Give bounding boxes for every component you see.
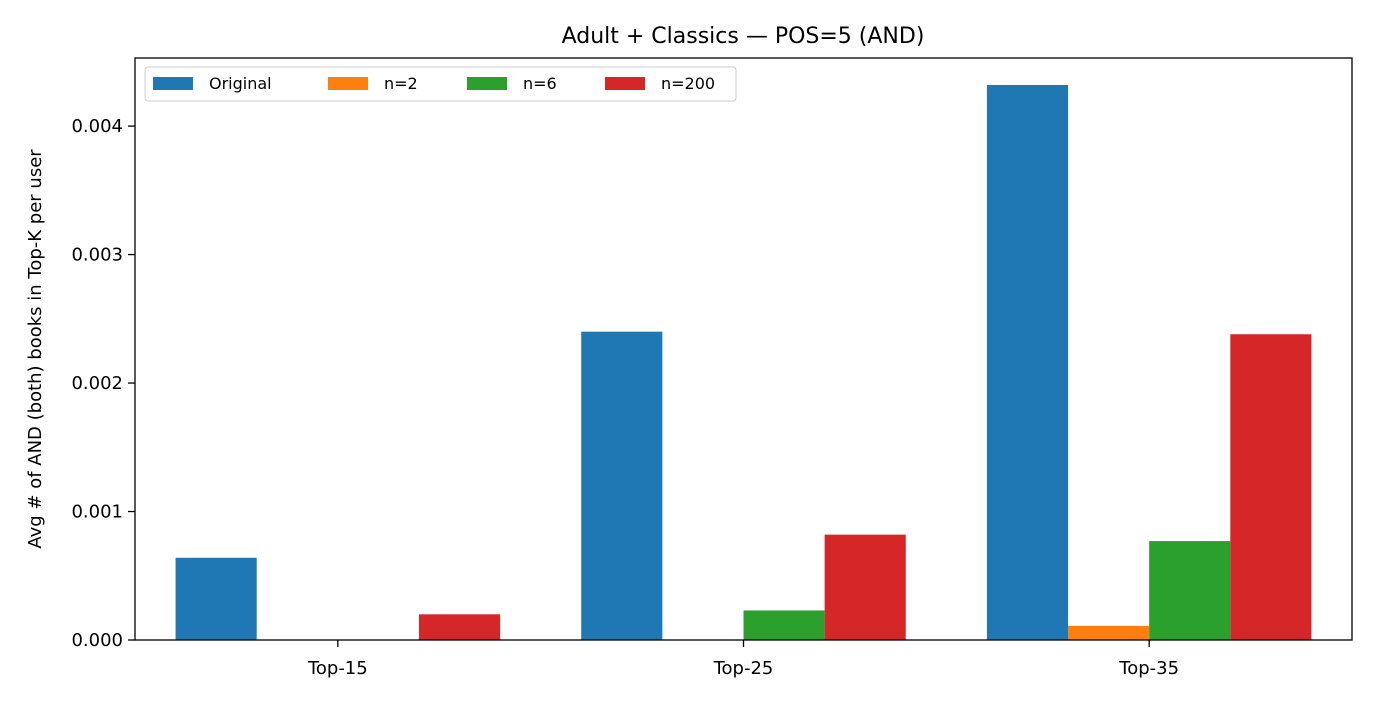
y-tick-label: 0.002 (71, 373, 123, 394)
y-tick-label: 0.004 (71, 116, 123, 137)
bar-original-top-35 (986, 84, 1069, 641)
legend-swatch (153, 77, 193, 90)
bar-n-6-top-35 (1149, 541, 1231, 640)
bar-n-200-top-15 (418, 614, 501, 640)
x-tick-label: Top-35 (1118, 658, 1179, 679)
y-tick-label: 0.000 (71, 630, 123, 651)
legend-label: n=2 (384, 74, 418, 93)
bar-n-6-top-25 (743, 610, 825, 640)
plot-frame (134, 57, 1353, 641)
legend-label: Original (209, 74, 272, 93)
x-axis: Top-15 Top-25 Top-35 (307, 640, 1179, 679)
x-tick-label: Top-25 (713, 658, 774, 679)
y-tick-label: 0.003 (71, 245, 123, 266)
bar-n-200-top-25 (824, 534, 906, 640)
y-tick-label: 0.001 (71, 502, 123, 523)
y-axis: 0.000 0.001 0.002 0.003 0.004 (71, 116, 135, 651)
legend-label: n=6 (523, 74, 557, 93)
x-tick-label: Top-15 (307, 658, 368, 679)
legend-swatch (605, 77, 645, 90)
bar-original-top-15 (175, 557, 257, 640)
legend: Original n=2 n=6 n=200 (144, 66, 737, 102)
bar-original-top-25 (581, 331, 663, 640)
legend-swatch (328, 77, 368, 90)
legend-box (144, 66, 737, 102)
y-axis-label: Avg # of AND (both) books in Top-K per u… (25, 149, 46, 549)
bar-n-200-top-35 (1230, 334, 1312, 640)
legend-swatch (467, 77, 507, 90)
bars (175, 84, 1312, 641)
chart-title: Adult + Classics — POS=5 (AND) (562, 24, 925, 49)
legend-label: n=200 (661, 74, 715, 93)
bar-n-2-top-35 (1068, 625, 1150, 640)
